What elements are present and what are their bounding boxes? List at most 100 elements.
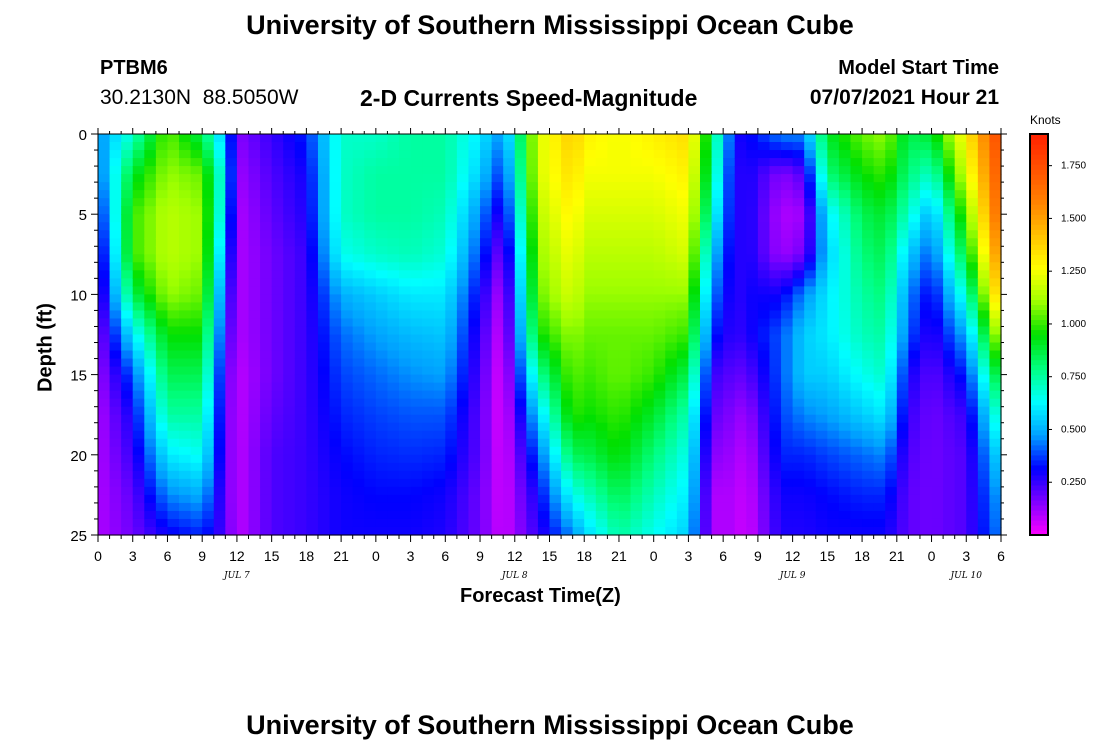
- heatmap-cell: [676, 222, 690, 231]
- heatmap-cell: [179, 390, 192, 400]
- heatmap-cell: [306, 390, 319, 400]
- heatmap-cell: [306, 310, 319, 320]
- heatmap-cell: [757, 230, 771, 239]
- heatmap-cell: [399, 486, 412, 496]
- heatmap-cell: [815, 150, 828, 159]
- heatmap-cell: [480, 190, 493, 199]
- heatmap-cell: [977, 462, 991, 472]
- heatmap-cell: [433, 318, 446, 328]
- heatmap-cell: [271, 414, 284, 424]
- heatmap-cell: [144, 454, 157, 464]
- colorbar-tick-label: 1.250: [1061, 266, 1086, 277]
- heatmap-cell: [225, 310, 238, 320]
- heatmap-cell: [977, 422, 991, 432]
- heatmap-cell: [711, 230, 724, 239]
- heatmap-cell: [781, 246, 794, 255]
- heatmap-cell: [966, 510, 979, 520]
- colorbar-segment: [1030, 219, 1048, 225]
- heatmap-cell: [341, 134, 354, 143]
- heatmap-cell: [850, 214, 863, 223]
- heatmap-cell: [260, 326, 273, 336]
- heatmap-cell: [781, 350, 794, 360]
- heatmap-cell: [387, 206, 400, 215]
- heatmap-cell: [225, 238, 238, 247]
- heatmap-cell: [445, 422, 458, 432]
- heatmap-cell: [584, 206, 597, 215]
- heatmap-cell: [815, 438, 828, 448]
- heatmap-cell: [723, 502, 736, 512]
- heatmap-cell: [896, 166, 909, 175]
- heatmap-cell: [595, 310, 608, 320]
- heatmap-cell: [144, 358, 157, 368]
- heatmap-cell: [618, 350, 632, 360]
- heatmap-cell: [468, 462, 481, 472]
- heatmap-cell: [885, 422, 898, 432]
- heatmap-cell: [977, 406, 991, 416]
- heatmap-cell: [792, 502, 805, 512]
- heatmap-cell: [179, 486, 192, 496]
- heatmap-cell: [908, 398, 921, 408]
- heatmap-cell: [364, 342, 377, 352]
- heatmap-cell: [746, 174, 759, 183]
- heatmap-cell: [618, 406, 632, 416]
- heatmap-cell: [850, 382, 863, 392]
- heatmap-cell: [213, 158, 226, 167]
- heatmap-cell: [827, 462, 840, 472]
- heatmap-cell: [561, 294, 574, 304]
- heatmap-cell: [422, 302, 435, 312]
- heatmap-cell: [642, 166, 655, 175]
- heatmap-cell: [480, 366, 493, 376]
- heatmap-cell: [723, 174, 736, 183]
- heatmap-cell: [607, 134, 620, 143]
- heatmap-cell: [757, 358, 771, 368]
- heatmap-cell: [155, 406, 169, 416]
- heatmap-cell: [977, 438, 991, 448]
- heatmap-cell: [375, 246, 389, 255]
- heatmap-cell: [526, 502, 539, 512]
- heatmap-cell: [468, 446, 481, 456]
- heatmap-cell: [908, 446, 921, 456]
- heatmap-cell: [862, 430, 875, 440]
- heatmap-cell: [294, 382, 307, 392]
- heatmap-cell: [445, 518, 458, 528]
- heatmap-cell: [688, 214, 701, 223]
- heatmap-cell: [665, 198, 678, 207]
- heatmap-cell: [410, 494, 423, 504]
- heatmap-cell: [306, 342, 319, 352]
- heatmap-cell: [584, 502, 597, 512]
- heatmap-cell: [838, 342, 852, 352]
- heatmap-cell: [688, 254, 701, 263]
- heatmap-cell: [248, 318, 261, 328]
- heatmap-cell: [943, 294, 956, 304]
- heatmap-cell: [549, 358, 562, 368]
- heatmap-cell: [109, 214, 122, 223]
- heatmap-cell: [572, 526, 585, 536]
- heatmap-cell: [190, 462, 203, 472]
- heatmap-cell: [236, 158, 250, 167]
- heatmap-cell: [167, 206, 180, 215]
- heatmap-cell: [618, 174, 632, 183]
- heatmap-cell: [260, 454, 273, 464]
- heatmap-cell: [491, 374, 504, 384]
- heatmap-cell: [121, 158, 134, 167]
- heatmap-cell: [734, 230, 747, 239]
- heatmap-cell: [433, 166, 446, 175]
- heatmap-cell: [561, 262, 574, 271]
- heatmap-cell: [121, 334, 134, 344]
- heatmap-cell: [283, 166, 296, 175]
- heatmap-cell: [572, 502, 585, 512]
- heatmap-cell: [167, 174, 180, 183]
- heatmap-cell: [572, 486, 585, 496]
- heatmap-cell: [723, 446, 736, 456]
- heatmap-cell: [572, 414, 585, 424]
- heatmap-cell: [572, 326, 585, 336]
- heatmap-cell: [132, 518, 145, 528]
- heatmap-cell: [503, 398, 516, 408]
- heatmap-cell: [642, 246, 655, 255]
- heatmap-cell: [190, 254, 203, 263]
- heatmap-cell: [561, 134, 574, 143]
- heatmap-cell: [769, 182, 782, 191]
- heatmap-cell: [375, 310, 389, 320]
- heatmap-cell: [977, 510, 991, 520]
- colorbar-segment: [1030, 204, 1048, 210]
